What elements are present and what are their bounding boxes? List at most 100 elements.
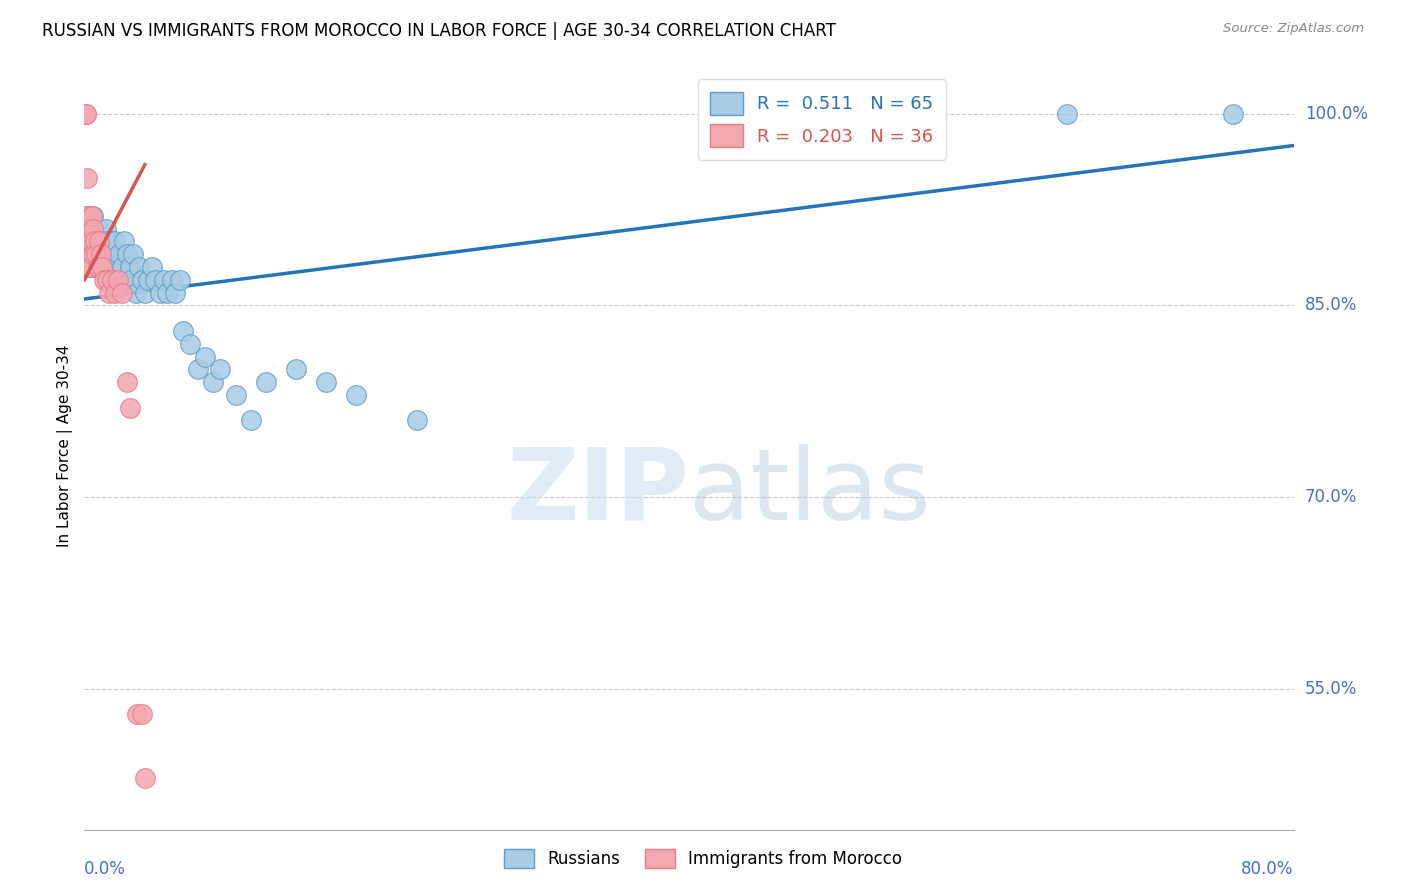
Point xyxy=(165,285,187,300)
Point xyxy=(90,235,112,249)
Point xyxy=(115,247,138,261)
Point xyxy=(87,260,110,274)
Point xyxy=(77,221,100,235)
Point xyxy=(80,221,103,235)
Point xyxy=(100,235,122,249)
Point xyxy=(131,707,153,722)
Point xyxy=(86,247,108,261)
Point xyxy=(112,235,135,249)
Point xyxy=(104,235,127,249)
Point xyxy=(84,260,107,274)
Point xyxy=(160,273,183,287)
Point xyxy=(118,260,141,274)
Point xyxy=(93,247,115,261)
Point xyxy=(96,247,118,261)
Text: 0.0%: 0.0% xyxy=(84,860,127,878)
Point xyxy=(111,260,134,274)
Point xyxy=(82,235,104,249)
Text: ZIP: ZIP xyxy=(506,443,689,541)
Point xyxy=(82,209,104,223)
Point xyxy=(96,235,118,249)
Point xyxy=(86,221,108,235)
Point xyxy=(285,362,308,376)
Point xyxy=(120,273,142,287)
Point xyxy=(89,247,111,261)
Point xyxy=(1222,106,1244,120)
Point xyxy=(84,235,107,249)
Point xyxy=(77,260,100,274)
Point xyxy=(101,247,124,261)
Point xyxy=(75,209,97,223)
Point xyxy=(93,273,115,287)
Point xyxy=(76,247,98,261)
Point xyxy=(125,285,148,300)
Y-axis label: In Labor Force | Age 30-34: In Labor Force | Age 30-34 xyxy=(58,344,73,548)
Point xyxy=(201,375,224,389)
Text: 85.0%: 85.0% xyxy=(1305,296,1357,314)
Point xyxy=(75,260,97,274)
Point xyxy=(98,260,121,274)
Point xyxy=(104,285,127,300)
Point xyxy=(315,375,337,389)
Point xyxy=(75,106,97,120)
Point xyxy=(96,273,118,287)
Point xyxy=(79,235,101,249)
Point xyxy=(77,209,100,223)
Text: 55.0%: 55.0% xyxy=(1305,680,1357,698)
Point xyxy=(149,285,172,300)
Point xyxy=(134,285,156,300)
Point xyxy=(90,247,112,261)
Text: 70.0%: 70.0% xyxy=(1305,488,1357,506)
Text: atlas: atlas xyxy=(689,443,931,541)
Point xyxy=(82,221,104,235)
Point xyxy=(121,247,143,261)
Point xyxy=(87,260,110,274)
Point xyxy=(127,707,149,722)
Point xyxy=(1056,106,1078,120)
Point xyxy=(179,336,201,351)
Legend: Russians, Immigrants from Morocco: Russians, Immigrants from Morocco xyxy=(498,842,908,875)
Point xyxy=(80,209,103,223)
Text: 100.0%: 100.0% xyxy=(1305,104,1368,122)
Point xyxy=(79,260,101,274)
Point xyxy=(107,273,129,287)
Point xyxy=(194,350,217,364)
Point xyxy=(89,235,111,249)
Point xyxy=(225,388,247,402)
Point xyxy=(97,273,120,287)
Point xyxy=(76,221,98,235)
Point xyxy=(79,260,101,274)
Point xyxy=(118,401,141,415)
Point xyxy=(107,273,129,287)
Point xyxy=(346,388,368,402)
Point xyxy=(128,260,150,274)
Point xyxy=(114,273,136,287)
Text: 80.0%: 80.0% xyxy=(1241,860,1294,878)
Point xyxy=(134,772,156,786)
Point xyxy=(82,247,104,261)
Point xyxy=(80,247,103,261)
Point xyxy=(131,273,153,287)
Point xyxy=(172,324,194,338)
Point xyxy=(75,106,97,120)
Point xyxy=(91,260,114,274)
Point xyxy=(89,221,111,235)
Point xyxy=(76,170,98,185)
Point xyxy=(91,235,114,249)
Point xyxy=(100,273,122,287)
Point xyxy=(115,375,138,389)
Text: Source: ZipAtlas.com: Source: ZipAtlas.com xyxy=(1223,22,1364,36)
Legend: R =  0.511   N = 65, R =  0.203   N = 36: R = 0.511 N = 65, R = 0.203 N = 36 xyxy=(697,79,946,160)
Point xyxy=(108,247,131,261)
Point xyxy=(153,273,176,287)
Point xyxy=(76,209,98,223)
Text: RUSSIAN VS IMMIGRANTS FROM MOROCCO IN LABOR FORCE | AGE 30-34 CORRELATION CHART: RUSSIAN VS IMMIGRANTS FROM MOROCCO IN LA… xyxy=(42,22,837,40)
Point xyxy=(76,235,98,249)
Point xyxy=(141,260,163,274)
Point xyxy=(94,221,117,235)
Point xyxy=(111,285,134,300)
Point xyxy=(169,273,191,287)
Point xyxy=(87,235,110,249)
Point xyxy=(187,362,209,376)
Point xyxy=(406,413,429,427)
